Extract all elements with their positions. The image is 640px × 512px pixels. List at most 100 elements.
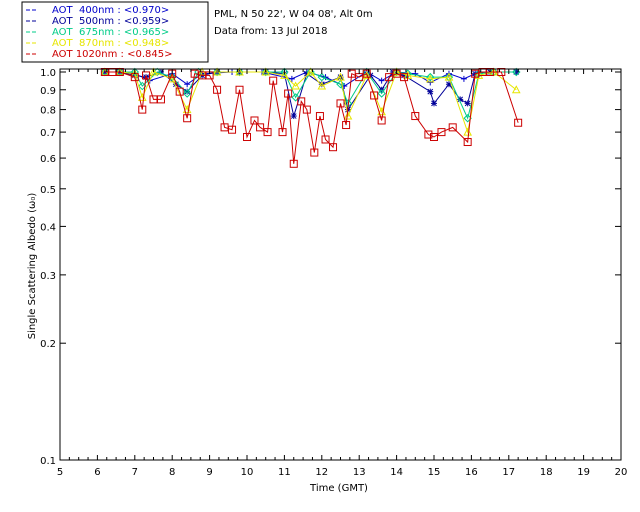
- series-line: [104, 71, 517, 135]
- data-point-square: [377, 116, 386, 125]
- data-point-square: [175, 87, 184, 96]
- data-point-diamond: [167, 72, 177, 82]
- data-point-star: [427, 88, 434, 95]
- data-point-square: [321, 135, 330, 144]
- legend-box: [21, 1, 209, 63]
- x-tick-label: 10: [241, 467, 254, 478]
- data-point-square: [284, 89, 293, 98]
- legend-items: AOT 400nm : <0.970>AOT 500nm : <0.959>AO…: [26, 5, 172, 60]
- x-tick-label: 9: [206, 467, 212, 478]
- legend-label: AOT 400nm : <0.970>: [52, 5, 169, 16]
- data-point-plus: [460, 75, 467, 82]
- data-point-diamond: [182, 89, 192, 98]
- y-tick-label: 0.9: [40, 86, 56, 97]
- y-tick-label: 0.5: [40, 185, 56, 196]
- data-point-triangle: [317, 81, 327, 90]
- x-axis-label: Time (GMT): [309, 483, 368, 494]
- data-point-triangle: [392, 67, 401, 76]
- data-point-diamond: [317, 72, 327, 82]
- y-tick-label: 0.4: [40, 222, 56, 233]
- x-tick-label: 20: [615, 467, 628, 478]
- data-point-square: [362, 69, 371, 78]
- x-tick-label: 13: [353, 467, 366, 478]
- data-point-square: [243, 132, 251, 141]
- data-point-star: [290, 113, 297, 120]
- x-tick-label: 12: [315, 467, 328, 478]
- data-point-triangle: [463, 127, 472, 136]
- data-point-square: [183, 114, 192, 123]
- data-point-triangle: [444, 72, 454, 81]
- legend-label: AOT 870nm : <0.948>: [52, 38, 169, 49]
- plot-area: 5 6 7 8 9 10 11 12 13 14 15 16 17 18 19 20 1.0 0.9 0.8 0.7…: [40, 67, 628, 478]
- legend: AOT 400nm : <0.970>AOT 500nm : <0.959>AO…: [21, 1, 209, 63]
- data-point-square: [400, 73, 409, 82]
- data-point-square: [269, 76, 278, 85]
- data-point-diamond: [130, 67, 140, 77]
- legend-label: AOT 675nm : <0.965>: [52, 27, 169, 38]
- x-tick-label: 6: [94, 467, 100, 478]
- data-point-square: [329, 143, 338, 152]
- data-point-triangle: [280, 70, 289, 79]
- y-tick-label: 0.1: [40, 456, 56, 467]
- x-tick-label: 5: [57, 467, 63, 478]
- data-point-square: [463, 138, 472, 147]
- x-tick-label: 14: [390, 467, 403, 478]
- y-axis-label: Single Scattering Albedo (ω₀): [27, 193, 38, 340]
- data-point-plus: [288, 75, 295, 82]
- x-tick-label: 7: [132, 467, 138, 478]
- data-point-square: [235, 85, 244, 94]
- data-point-triangle: [291, 81, 300, 90]
- data-point-square: [250, 116, 259, 125]
- data-point-square: [138, 105, 147, 114]
- chart-header-site: PML, N 50 22', W 04 08', Alt 0m: [214, 9, 373, 20]
- data-point-triangle: [511, 85, 521, 94]
- y-tick-label: 0.2: [40, 339, 56, 350]
- data-point-square: [437, 128, 446, 137]
- data-point-square: [424, 130, 433, 139]
- y-tick-label: 0.7: [40, 128, 56, 139]
- data-point-plus: [184, 81, 191, 88]
- data-point-diamond: [336, 80, 345, 89]
- data-point-square: [430, 132, 438, 141]
- x-tick-label: 17: [502, 467, 515, 478]
- x-tick-label: 19: [577, 467, 590, 478]
- data-point-square: [263, 128, 272, 137]
- y-tick-label: 0.6: [40, 154, 56, 165]
- data-point-triangle: [336, 72, 345, 81]
- data-point-square: [370, 91, 379, 100]
- x-axis: 5 6 7 8 9 10 11 12 13 14 15 16 17 18 19 20: [57, 69, 628, 478]
- data-point-plus: [378, 77, 385, 84]
- data-point-triangle: [362, 70, 372, 79]
- x-tick-label: 11: [278, 467, 291, 478]
- data-point-star: [431, 100, 437, 107]
- y-tick-label: 1.0: [40, 68, 56, 79]
- data-point-diamond: [291, 93, 300, 102]
- x-tick-label: 15: [428, 467, 441, 478]
- data-point-triangle: [149, 67, 158, 76]
- data-point-square: [213, 85, 222, 94]
- data-point-square: [514, 118, 523, 127]
- y-tick-label: 0.3: [40, 271, 56, 282]
- data-point-square: [256, 123, 265, 132]
- data-point-triangle: [343, 111, 353, 120]
- data-point-diamond: [426, 72, 435, 82]
- data-point-square: [278, 128, 287, 137]
- data-point-square: [448, 123, 457, 132]
- data-point-square: [411, 112, 420, 121]
- data-point-square: [342, 121, 351, 130]
- y-tick-label: 0.8: [40, 106, 56, 117]
- x-tick-label: 18: [540, 467, 553, 478]
- x-tick-label: 8: [169, 467, 175, 478]
- data-point-square: [302, 105, 311, 114]
- data-point-triangle: [425, 74, 435, 83]
- data-point-square: [310, 148, 319, 157]
- data-point-square: [289, 159, 298, 168]
- data-point-square: [336, 99, 345, 108]
- data-point-square: [297, 97, 306, 106]
- data-point-square: [315, 112, 324, 121]
- legend-label: AOT 1020nm : <0.845>: [52, 49, 172, 60]
- y-axis: 1.0 0.9 0.8 0.7 0.6 0.5 0.4 0.3 0.2 0.1: [40, 68, 621, 467]
- data-point-diamond: [377, 89, 386, 98]
- legend-label: AOT 500nm : <0.959>: [52, 16, 169, 27]
